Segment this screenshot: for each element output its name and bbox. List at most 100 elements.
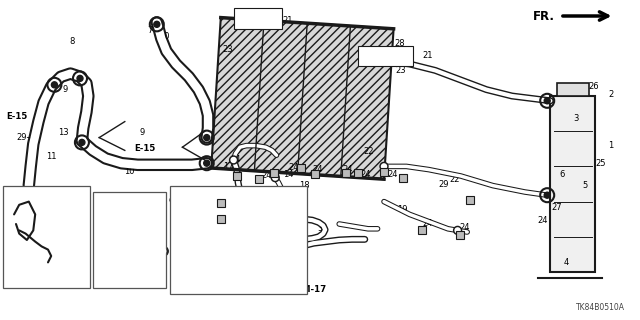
Text: 24: 24 xyxy=(230,155,241,164)
Bar xyxy=(355,169,362,177)
Circle shape xyxy=(273,221,278,227)
Text: 20: 20 xyxy=(221,218,231,227)
Bar xyxy=(297,164,305,172)
Circle shape xyxy=(300,215,305,220)
Text: 11: 11 xyxy=(46,152,56,161)
Circle shape xyxy=(455,228,460,233)
Circle shape xyxy=(100,260,111,271)
Text: 13: 13 xyxy=(40,194,51,203)
Text: ATM-7: ATM-7 xyxy=(204,274,234,283)
Bar xyxy=(3,186,90,288)
Bar xyxy=(270,169,278,177)
Circle shape xyxy=(298,214,306,222)
Bar xyxy=(557,83,589,96)
Circle shape xyxy=(249,226,257,234)
Bar xyxy=(255,175,263,183)
Circle shape xyxy=(154,21,160,27)
Circle shape xyxy=(381,164,387,169)
Circle shape xyxy=(204,160,210,166)
Text: 24: 24 xyxy=(110,260,120,268)
Text: 10: 10 xyxy=(124,167,134,176)
Text: 24: 24 xyxy=(360,170,371,179)
Text: 24: 24 xyxy=(538,216,548,225)
Text: 27: 27 xyxy=(552,204,563,212)
Circle shape xyxy=(380,163,388,170)
Text: 21: 21 xyxy=(283,16,293,25)
Circle shape xyxy=(454,226,461,234)
Text: 22: 22 xyxy=(364,148,374,156)
Text: 29: 29 xyxy=(438,180,449,189)
Text: 28: 28 xyxy=(248,8,259,17)
Text: 9: 9 xyxy=(62,85,67,94)
Text: 9: 9 xyxy=(140,128,145,137)
Circle shape xyxy=(271,173,279,182)
Bar xyxy=(93,192,166,288)
Text: 22: 22 xyxy=(449,175,460,184)
Text: ATM-17: ATM-17 xyxy=(99,276,136,285)
Text: 6: 6 xyxy=(559,170,564,179)
Circle shape xyxy=(77,76,83,81)
Text: 5: 5 xyxy=(582,181,588,190)
Circle shape xyxy=(250,228,255,233)
Circle shape xyxy=(51,82,58,88)
Circle shape xyxy=(158,246,168,256)
Circle shape xyxy=(230,156,237,164)
Text: 24: 24 xyxy=(221,244,231,252)
Bar xyxy=(456,231,463,239)
Text: 24: 24 xyxy=(261,172,271,180)
Text: FR.: FR. xyxy=(533,10,555,22)
Text: 28: 28 xyxy=(394,39,405,48)
Text: 24: 24 xyxy=(422,220,433,228)
Polygon shape xyxy=(211,18,394,179)
Text: ATM-17: ATM-17 xyxy=(223,285,259,294)
Circle shape xyxy=(544,98,550,104)
Text: 24: 24 xyxy=(288,164,298,172)
Text: 14: 14 xyxy=(283,170,293,179)
Text: 29—: 29— xyxy=(16,133,35,142)
Circle shape xyxy=(204,135,210,140)
Text: 24: 24 xyxy=(312,165,323,174)
Text: 30: 30 xyxy=(44,239,54,248)
Text: ATM-7: ATM-7 xyxy=(172,239,202,248)
Text: 25: 25 xyxy=(595,159,605,168)
Bar xyxy=(217,199,225,207)
Text: 26: 26 xyxy=(589,82,600,91)
Bar xyxy=(311,170,319,179)
Text: 19: 19 xyxy=(397,205,407,214)
Text: 21: 21 xyxy=(422,52,433,60)
Bar xyxy=(233,172,241,180)
Circle shape xyxy=(103,263,108,268)
Bar xyxy=(380,168,388,176)
Text: 10: 10 xyxy=(159,32,169,41)
Text: 24: 24 xyxy=(387,170,397,179)
Text: 31: 31 xyxy=(317,224,328,233)
Text: 24: 24 xyxy=(460,223,470,232)
Text: 18: 18 xyxy=(300,181,310,190)
Text: 24: 24 xyxy=(342,165,353,174)
Text: 16: 16 xyxy=(206,229,217,238)
Text: E-15: E-15 xyxy=(134,144,156,153)
Text: 23: 23 xyxy=(396,66,406,75)
Bar xyxy=(170,186,307,294)
Text: 2: 2 xyxy=(608,90,613,99)
Text: ATM-17: ATM-17 xyxy=(291,285,328,294)
Bar xyxy=(342,169,349,177)
Text: 7: 7 xyxy=(147,26,152,35)
Text: 24: 24 xyxy=(143,226,154,235)
Bar xyxy=(218,215,225,223)
Text: 1: 1 xyxy=(608,141,613,150)
Bar xyxy=(467,196,474,204)
Bar xyxy=(550,96,595,272)
Circle shape xyxy=(79,140,85,145)
Circle shape xyxy=(273,175,278,180)
Bar xyxy=(419,226,426,234)
Circle shape xyxy=(271,220,279,228)
Bar xyxy=(399,173,407,182)
Text: 8: 8 xyxy=(69,37,74,46)
Text: 13: 13 xyxy=(58,128,68,137)
Circle shape xyxy=(161,249,166,254)
Text: 23: 23 xyxy=(223,45,234,54)
Text: 15: 15 xyxy=(118,218,129,227)
Text: 24: 24 xyxy=(173,219,183,228)
Circle shape xyxy=(544,192,550,198)
